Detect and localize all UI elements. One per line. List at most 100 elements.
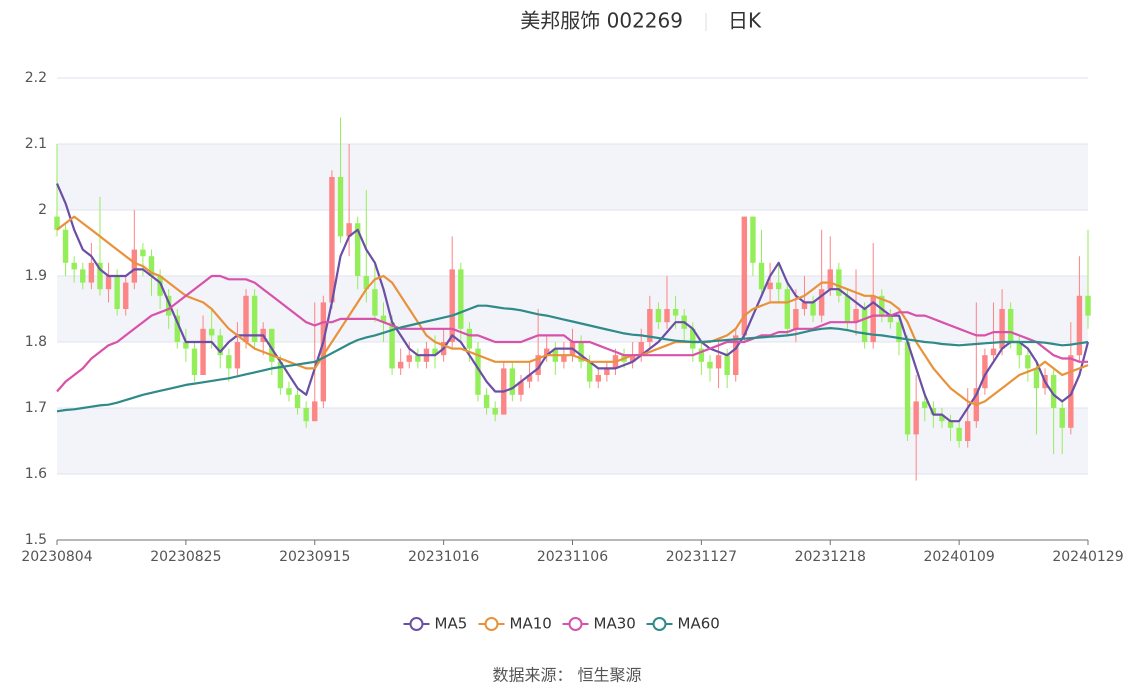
candle-body [758,262,765,290]
candle-body [1059,408,1065,428]
candle-body [544,348,550,356]
legend-label: MA10 [510,615,552,633]
candle-body [105,276,112,290]
candle-body [62,229,69,263]
candle-body [1068,355,1074,428]
candle-body [784,289,790,329]
legend-marker [484,617,499,631]
candle-body [535,355,541,375]
split-area [57,144,1088,210]
x-tick-label: 20231106 [537,549,608,565]
x-tick-label: 20231016 [408,549,479,565]
candle-body [904,342,911,435]
legend-label: MA30 [594,615,636,633]
candle-body [389,322,395,369]
candle-body [123,282,129,309]
candle-body [595,375,601,382]
candle-body [818,289,825,316]
candle-body [449,269,455,342]
candle-body [801,302,808,309]
candle-body [518,381,524,395]
candle-body [1033,368,1040,389]
candle-body [363,276,369,290]
candle-body [294,394,301,408]
y-tick-label: 1.5 [25,532,47,548]
candle-body [200,328,206,375]
y-tick-label: 1.8 [25,334,47,350]
candle-body [80,269,86,283]
candle-body [879,295,885,316]
x-tick-label: 20240109 [923,549,994,565]
candle-body [346,223,352,237]
candle-body [226,355,232,369]
ma-line [55,183,1090,423]
source-note: 数据来源： 恒生聚源 [492,666,641,685]
candle-body [492,408,498,415]
candle-body [372,289,378,316]
candle-body [655,309,662,323]
candle-body [355,223,361,276]
candle-body [509,368,516,395]
candle-body [750,216,756,263]
candle-body [853,309,859,323]
candle-body [432,348,438,356]
ma-line [56,274,1088,393]
candle-body [861,309,868,342]
candle-body [243,295,249,342]
candle-body [88,262,95,283]
candle-body [999,309,1005,349]
candle-body [1025,355,1031,369]
candle-body [406,355,412,362]
candle-body [767,282,773,290]
candle-body [397,361,404,369]
candle-body [1085,295,1091,316]
candle-body [217,335,223,356]
x-tick-label: 20240129 [1052,549,1123,565]
candle-body [251,295,258,342]
chart-subtitle: 日K [728,9,762,33]
candle-body [638,342,644,356]
candle-body [483,394,490,408]
candle-body [690,328,696,349]
y-tick-label: 1.7 [25,400,47,416]
x-tick-label: 20231127 [666,549,737,565]
candle-body [312,401,318,422]
x-tick-label: 20230825 [150,549,221,565]
candle-body [415,355,421,362]
candle-body [844,295,851,323]
candle-body [810,302,816,316]
candle-body [664,309,670,323]
candle-body [672,309,679,316]
candle-body [148,256,155,276]
ma-line [56,215,1089,406]
x-tick-label: 20230915 [279,549,350,565]
legend-label: MA60 [678,615,720,633]
candle-body [526,375,533,382]
candle-body [475,348,481,395]
candle-body [724,355,730,375]
candle-body [329,177,335,303]
candle-body [1076,295,1083,356]
candle-body [647,309,653,342]
candle-body [629,355,636,362]
candle-body [183,342,189,349]
x-tick-label: 20230804 [21,549,92,565]
candle-body [286,388,292,395]
candle-body [707,361,713,369]
candle-body [157,276,163,296]
candle-body [870,295,876,342]
candle-body [930,408,937,415]
candle-body [165,295,172,316]
y-tick-label: 1.9 [25,268,47,284]
legend-marker [568,617,583,631]
candle-body [965,421,971,441]
y-tick-label: 2 [38,202,47,218]
candle-body [269,328,275,362]
candle-body [733,335,739,375]
candle-body [836,269,842,296]
candle-body [54,216,60,230]
candle-body [277,361,284,389]
candle-body [793,309,799,329]
candle-body [741,216,748,336]
candle-body [71,262,77,270]
